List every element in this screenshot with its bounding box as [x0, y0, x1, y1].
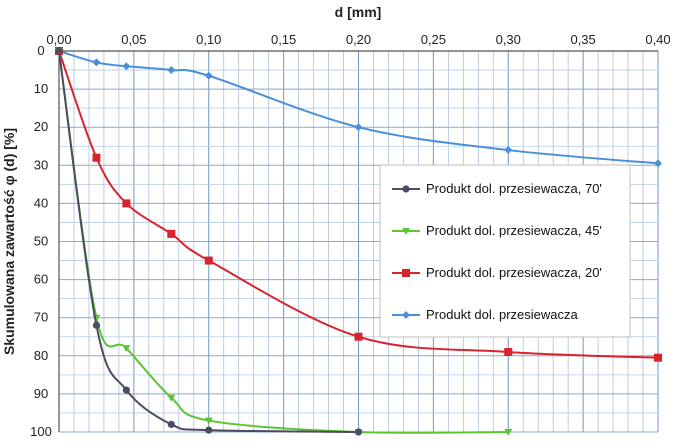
data-point	[354, 123, 363, 132]
x-tick-label: 0,20	[346, 32, 371, 47]
legend-label: Produkt dol. przesiewacza	[426, 307, 579, 322]
data-point	[204, 71, 213, 80]
data-point	[354, 428, 363, 436]
y-tick-label: 70	[34, 310, 48, 325]
legend-entry: Produkt dol. przesiewacza, 45'	[392, 223, 602, 238]
y-axis-title: Skumulowana zawartość φ (d) [%]	[1, 128, 17, 355]
y-tick-label: 50	[34, 234, 48, 249]
data-point	[205, 426, 213, 434]
data-point	[654, 159, 662, 168]
data-point	[167, 66, 176, 75]
legend-swatch-marker	[402, 269, 410, 277]
legend-label: Produkt dol. przesiewacza, 45'	[426, 223, 602, 238]
data-point	[354, 332, 363, 341]
data-point	[55, 47, 63, 55]
data-point	[92, 153, 101, 162]
x-tick-label: 0,40	[645, 32, 670, 47]
x-tick-label: 0,15	[271, 32, 296, 47]
data-point	[504, 347, 513, 356]
legend-box	[379, 164, 631, 338]
axes: 0,00 0,05 0,10 0,15 0,20 0,25 0,30 0,35 0,40 0 10 2…	[30, 32, 671, 439]
x-tick-label: 0,05	[121, 32, 146, 47]
data-point	[204, 417, 213, 425]
data-point	[122, 386, 130, 394]
data-point	[504, 146, 513, 155]
data-point	[204, 256, 213, 265]
data-point	[122, 345, 131, 353]
data-point	[92, 321, 101, 329]
data-point	[504, 429, 513, 436]
legend: Produkt dol. przesiewacza, 70' Produkt do…	[379, 164, 631, 338]
series-layer	[55, 47, 662, 436]
y-tick-label: 40	[34, 195, 48, 210]
x-tick-label: 0,10	[196, 32, 221, 47]
data-point	[167, 420, 175, 428]
data-point	[122, 62, 131, 71]
series-line	[58, 50, 359, 433]
data-point	[122, 199, 131, 208]
x-axis-title: d [mm]	[335, 4, 382, 20]
y-tick-label: 80	[34, 348, 48, 363]
x-tick-label: 0,00	[46, 32, 71, 47]
x-tick-label: 0,35	[570, 32, 595, 47]
legend-entry: Produkt dol. przesiewacza	[392, 307, 579, 322]
x-tick-label: 0,30	[496, 32, 521, 47]
legend-entry: Produkt dol. przesiewacza, 20'	[392, 265, 602, 280]
series-4	[55, 47, 363, 436]
y-tick-label: 20	[34, 119, 48, 134]
y-tick-label: 0	[37, 43, 44, 58]
legend-swatch-marker	[402, 228, 410, 235]
x-tick-label: 0,25	[421, 32, 446, 47]
y-tick-label: 90	[34, 386, 48, 401]
data-point	[92, 58, 101, 67]
y-tick-label: 30	[34, 157, 48, 172]
legend-swatch-marker	[402, 185, 410, 193]
legend-entry: Produkt dol. przesiewacza, 70'	[392, 181, 602, 196]
data-point	[167, 394, 176, 402]
y-tick-label: 10	[34, 81, 48, 96]
y-tick-label: 60	[34, 272, 48, 287]
data-point	[654, 353, 662, 362]
legend-label: Produkt dol. przesiewacza, 20'	[426, 265, 602, 280]
y-tick-label: 100	[30, 424, 52, 439]
legend-label: Produkt dol. przesiewacza, 70'	[426, 181, 602, 196]
legend-swatch-marker	[402, 311, 410, 319]
data-point	[167, 229, 176, 238]
